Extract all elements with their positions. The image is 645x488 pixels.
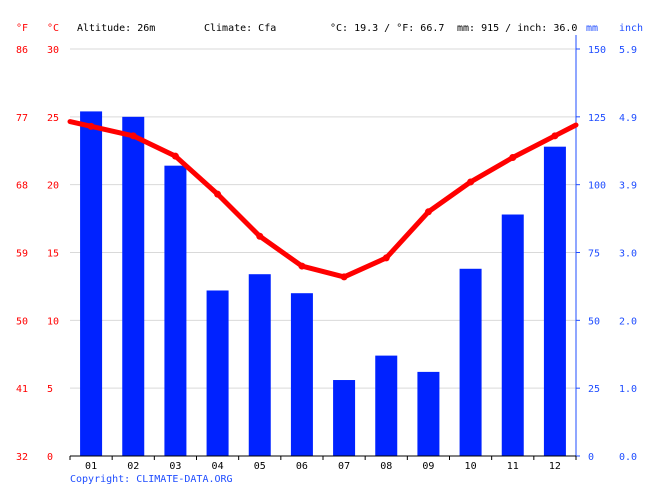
altitude-text: Altitude: 26m	[77, 23, 155, 34]
precipitation-bar	[459, 268, 482, 456]
fahrenheit-tick-label: 77	[16, 113, 28, 124]
inch-tick-label: 3.9	[619, 181, 637, 192]
month-label: 07	[338, 461, 350, 472]
total-precipitation-text: mm: 915 / inch: 36.0	[457, 23, 577, 34]
precipitation-bar	[417, 371, 440, 456]
millimeter-tick-label: 125	[588, 113, 606, 124]
fahrenheit-tick-label: 68	[16, 181, 28, 192]
precipitation-bar	[333, 380, 356, 456]
month-label: 11	[507, 461, 519, 472]
millimeter-tick-label: 100	[588, 181, 606, 192]
temperature-point	[171, 152, 179, 160]
month-label: 10	[465, 461, 477, 472]
temperature-point	[467, 178, 475, 186]
inch-tick-label: 5.9	[619, 45, 637, 56]
celsius-tick-label: 15	[47, 249, 59, 260]
precipitation-bar	[164, 165, 187, 456]
month-label: 09	[422, 461, 434, 472]
temperature-point	[87, 122, 95, 130]
temperature-point	[382, 254, 390, 262]
temperature-point	[424, 208, 432, 216]
millimeter-tick-label: 150	[588, 45, 606, 56]
copyright-text: Copyright: CLIMATE-DATA.ORG	[70, 474, 233, 485]
temperature-point	[214, 190, 222, 198]
celsius-tick-label: 0	[47, 452, 53, 463]
precipitation-bar	[501, 214, 524, 456]
celsius-tick-label: 30	[47, 45, 59, 56]
month-label: 01	[85, 461, 97, 472]
millimeter-tick-label: 25	[588, 384, 600, 395]
temperature-line	[67, 119, 579, 281]
month-label: 03	[169, 461, 181, 472]
temperature-point	[551, 132, 559, 140]
precipitation-bar	[248, 274, 271, 456]
gridlines	[70, 48, 576, 389]
temperature-axis: 32 0 41 5 50 10 59 15 68 20 77 25 86 30	[16, 45, 59, 463]
precipitation-bars	[80, 111, 566, 456]
millimeter-tick-label: 50	[588, 316, 600, 327]
inch-tick-label: 3.0	[619, 249, 637, 260]
precipitation-bar	[543, 146, 566, 456]
celsius-tick-label: 20	[47, 181, 59, 192]
month-label: 06	[296, 461, 308, 472]
fahrenheit-tick-label: 32	[16, 452, 28, 463]
inch-tick-label: 2.0	[619, 316, 637, 327]
fahrenheit-unit-label: °F	[16, 23, 28, 34]
millimeter-tick-label: 75	[588, 249, 600, 260]
inch-unit-label: inch	[619, 23, 643, 34]
fahrenheit-tick-label: 59	[16, 249, 28, 260]
month-label: 12	[549, 461, 561, 472]
inch-tick-label: 0.0	[619, 452, 637, 463]
fahrenheit-tick-label: 86	[16, 45, 28, 56]
celsius-tick-label: 10	[47, 316, 59, 327]
inch-tick-label: 4.9	[619, 113, 637, 124]
celsius-unit-label: °C	[47, 23, 59, 34]
precipitation-bar	[290, 293, 313, 456]
month-label: 08	[380, 461, 392, 472]
celsius-tick-label: 25	[47, 113, 59, 124]
precipitation-axis: 0 0.0 25 1.0 50 2.0 75 3.0 100 3.9 125 4.9 150 5.9	[575, 35, 637, 463]
fahrenheit-tick-label: 50	[16, 316, 28, 327]
month-axis: 01 02 03 04 05 06 07 08 09 10 11 12	[69, 455, 577, 472]
precipitation-bar	[206, 290, 229, 456]
month-label: 04	[212, 461, 224, 472]
precipitation-bar	[122, 116, 145, 456]
fahrenheit-tick-label: 41	[16, 384, 28, 395]
temperature-point	[129, 132, 137, 140]
inch-tick-label: 1.0	[619, 384, 637, 395]
temperature-point	[340, 273, 348, 281]
temperature-point	[509, 154, 517, 162]
precipitation-bar	[80, 111, 103, 456]
temperature-point	[298, 262, 306, 270]
precipitation-bar	[375, 355, 398, 456]
month-label: 05	[254, 461, 266, 472]
month-label: 02	[127, 461, 139, 472]
temperature-line-path	[67, 119, 579, 280]
millimeter-tick-label: 0	[588, 452, 594, 463]
temperature-point	[256, 232, 264, 240]
average-temperature-text: °C: 19.3 / °F: 66.7	[330, 23, 444, 34]
millimeter-unit-label: mm	[586, 23, 598, 34]
celsius-tick-label: 5	[47, 384, 53, 395]
climate-text: Climate: Cfa	[204, 23, 276, 34]
